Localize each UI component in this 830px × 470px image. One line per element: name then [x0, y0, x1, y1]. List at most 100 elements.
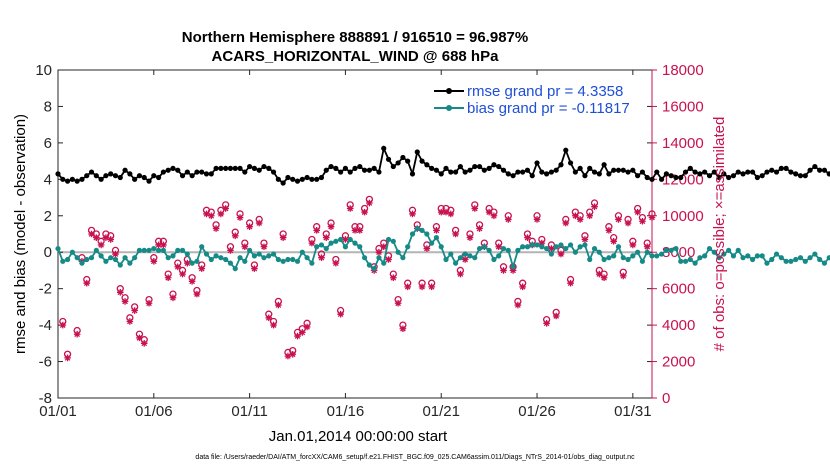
bias-point	[443, 256, 449, 263]
rmse-point	[553, 167, 559, 173]
bias-point	[558, 242, 564, 248]
obs-assimilated-point	[231, 232, 239, 240]
rmse-point	[491, 162, 497, 168]
obs-assimilated-point	[356, 227, 364, 234]
rmse-point	[433, 167, 440, 173]
obs-assimilated-point	[93, 234, 100, 241]
bias-point	[452, 260, 459, 266]
y-axis-left: -8 -6 -4 -2 0 2 4 6 8 10	[35, 62, 652, 407]
obs-assimilated-point	[342, 236, 349, 243]
bias-point	[467, 253, 473, 259]
rmse-point	[797, 173, 804, 179]
rmse-point	[165, 167, 171, 173]
rmse-point	[290, 176, 296, 182]
y-right-tick-label: 10000	[662, 208, 704, 225]
obs-assimilated-point	[548, 245, 555, 252]
obs-assimilated-point	[179, 270, 186, 278]
obs-assimilated-point	[457, 270, 464, 278]
rmse-point	[467, 167, 473, 173]
bias-point	[108, 255, 114, 261]
rmse-point	[55, 171, 61, 177]
rmse-point	[682, 169, 689, 175]
obs-assimilated-point	[265, 314, 273, 322]
bias-point	[112, 256, 119, 263]
data-file-footnote: data file: /Users/raeder/DAI/ATM_forcXX/…	[195, 454, 635, 461]
rmse-point	[544, 171, 550, 177]
bias-point	[644, 249, 650, 255]
bias-point	[98, 253, 104, 259]
obs-assimilated-point	[576, 216, 584, 223]
obs-assimilated-point	[562, 219, 570, 227]
bias-point	[424, 231, 430, 237]
rmse-point	[275, 176, 281, 182]
rmse-point	[232, 165, 238, 171]
obs-assimilated-point	[452, 230, 459, 238]
obs-assimilated-point	[222, 205, 229, 212]
rmse-point	[807, 167, 813, 173]
obs-assimilated-point	[207, 212, 215, 220]
rmse-point	[582, 173, 588, 179]
bias-point	[438, 244, 444, 250]
rmse-point	[716, 174, 722, 181]
bias-point	[309, 260, 315, 266]
bias-point	[189, 260, 195, 266]
rmse-point	[64, 178, 71, 184]
obs-assimilated-point	[500, 267, 507, 274]
bias-series	[55, 225, 830, 272]
rmse-point	[668, 173, 674, 179]
obs-assimilated-point	[107, 236, 114, 243]
bias-point	[74, 255, 80, 261]
rmse-point	[534, 160, 540, 166]
rmse-point	[424, 162, 430, 168]
bias-point	[548, 251, 555, 257]
obs-series	[59, 195, 656, 362]
rmse-point	[635, 173, 641, 179]
rmse-point	[706, 173, 713, 179]
bias-point	[486, 247, 492, 253]
rmse-point	[548, 169, 555, 175]
y-tick-label: 4	[44, 171, 52, 188]
bias-point	[304, 255, 310, 261]
rmse-point	[117, 174, 123, 181]
rmse-point	[223, 165, 229, 171]
obs-assimilated-point	[572, 212, 579, 220]
bias-point	[476, 245, 483, 252]
rmse-point	[620, 167, 626, 173]
obs-assimilated-point	[251, 265, 258, 272]
obs-assimilated-point	[476, 225, 483, 232]
obs-assimilated-point	[504, 216, 512, 223]
bias-point	[505, 247, 511, 253]
bias-point	[314, 244, 320, 250]
y-tick-label: 10	[35, 62, 52, 79]
bias-point	[414, 225, 420, 232]
bias-point	[563, 245, 569, 252]
obs-assimilated-point	[303, 323, 311, 331]
bias-point	[132, 255, 138, 261]
rmse-point	[821, 167, 828, 173]
obs-assimilated-point	[596, 270, 603, 278]
rmse-point	[357, 163, 363, 170]
bias-point	[625, 256, 631, 263]
bias-point	[79, 260, 85, 266]
rmse-point	[749, 169, 756, 175]
bias-point	[740, 255, 746, 261]
rmse-point	[112, 173, 119, 179]
obs-assimilated-point	[174, 263, 182, 271]
obs-assimilated-point	[59, 321, 67, 329]
bias-point	[611, 253, 617, 259]
obs-assimilated-point	[552, 312, 560, 320]
obs-assimilated-point	[634, 208, 641, 216]
obs-assimilated-point	[495, 243, 503, 251]
bias-point	[405, 244, 411, 250]
rmse-point	[500, 167, 507, 173]
legend: rmse grand pr = 4.3358 bias grand pr = -…	[432, 80, 646, 118]
x-tick-label: 01/21	[422, 403, 460, 420]
rmse-point	[481, 167, 487, 173]
bias-point	[577, 244, 583, 250]
obs-assimilated-point	[318, 254, 325, 261]
bias-point	[735, 247, 741, 253]
obs-assimilated-point	[184, 259, 191, 267]
rmse-point	[361, 167, 368, 173]
rmse-point	[366, 167, 372, 173]
bias-point	[294, 258, 301, 264]
